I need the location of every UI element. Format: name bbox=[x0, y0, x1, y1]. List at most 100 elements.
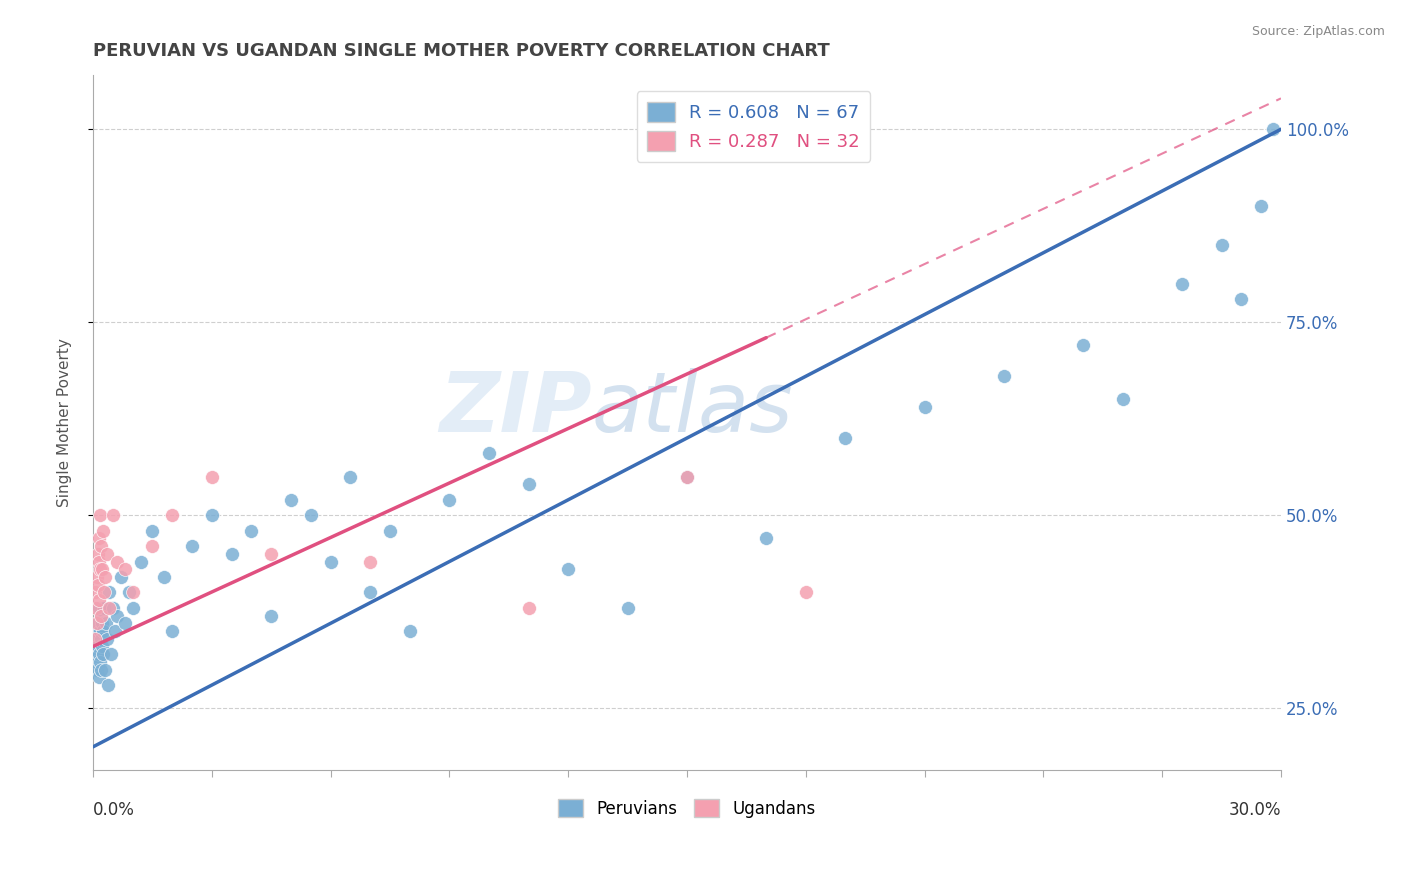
Point bbox=[557, 562, 579, 576]
Point bbox=[517, 477, 540, 491]
Point bbox=[87, 616, 110, 631]
Point bbox=[97, 600, 120, 615]
Point bbox=[240, 524, 263, 538]
Point bbox=[339, 469, 361, 483]
Point bbox=[93, 585, 115, 599]
Text: 30.0%: 30.0% bbox=[1229, 800, 1281, 819]
Point bbox=[90, 640, 112, 654]
Point bbox=[141, 539, 163, 553]
Point bbox=[755, 532, 778, 546]
Point bbox=[100, 647, 122, 661]
Point bbox=[280, 492, 302, 507]
Point bbox=[89, 562, 111, 576]
Point bbox=[90, 663, 112, 677]
Point bbox=[89, 624, 111, 638]
Point bbox=[87, 640, 110, 654]
Point bbox=[359, 585, 381, 599]
Point bbox=[84, 647, 107, 661]
Point bbox=[118, 585, 141, 599]
Point bbox=[89, 508, 111, 523]
Text: ZIP: ZIP bbox=[439, 368, 592, 450]
Point bbox=[299, 508, 322, 523]
Point bbox=[319, 555, 342, 569]
Point bbox=[91, 624, 114, 638]
Point bbox=[160, 624, 183, 638]
Point bbox=[616, 600, 638, 615]
Point bbox=[89, 655, 111, 669]
Point bbox=[86, 616, 108, 631]
Point bbox=[90, 608, 112, 623]
Point bbox=[201, 469, 224, 483]
Point bbox=[97, 678, 120, 692]
Point bbox=[91, 616, 114, 631]
Point bbox=[93, 600, 115, 615]
Point bbox=[96, 632, 118, 646]
Point bbox=[260, 608, 283, 623]
Point bbox=[84, 585, 107, 599]
Point bbox=[114, 562, 136, 576]
Point bbox=[91, 524, 114, 538]
Point bbox=[101, 508, 124, 523]
Point bbox=[97, 585, 120, 599]
Point bbox=[914, 400, 936, 414]
Text: Source: ZipAtlas.com: Source: ZipAtlas.com bbox=[1251, 25, 1385, 38]
Point bbox=[478, 446, 501, 460]
Point bbox=[89, 532, 111, 546]
Point bbox=[1071, 338, 1094, 352]
Point bbox=[676, 469, 699, 483]
Point bbox=[87, 547, 110, 561]
Point bbox=[87, 670, 110, 684]
Point bbox=[221, 547, 243, 561]
Point bbox=[84, 640, 107, 654]
Point bbox=[90, 632, 112, 646]
Point bbox=[114, 616, 136, 631]
Point bbox=[121, 600, 143, 615]
Point bbox=[101, 600, 124, 615]
Point bbox=[359, 555, 381, 569]
Point bbox=[517, 600, 540, 615]
Point bbox=[398, 624, 420, 638]
Point bbox=[104, 624, 127, 638]
Point bbox=[676, 469, 699, 483]
Point bbox=[96, 547, 118, 561]
Point bbox=[86, 570, 108, 584]
Point bbox=[1211, 238, 1233, 252]
Point bbox=[84, 600, 107, 615]
Point bbox=[181, 539, 204, 553]
Point bbox=[87, 593, 110, 607]
Point bbox=[83, 632, 105, 646]
Point bbox=[90, 539, 112, 553]
Point bbox=[86, 624, 108, 638]
Point bbox=[94, 663, 117, 677]
Point bbox=[1171, 277, 1194, 291]
Legend: Peruvians, Ugandans: Peruvians, Ugandans bbox=[551, 792, 823, 824]
Point bbox=[1111, 392, 1133, 407]
Point bbox=[110, 570, 132, 584]
Point bbox=[153, 570, 176, 584]
Text: PERUVIAN VS UGANDAN SINGLE MOTHER POVERTY CORRELATION CHART: PERUVIAN VS UGANDAN SINGLE MOTHER POVERT… bbox=[93, 42, 830, 60]
Point bbox=[84, 655, 107, 669]
Point bbox=[87, 555, 110, 569]
Point bbox=[1230, 292, 1253, 306]
Point bbox=[86, 663, 108, 677]
Point bbox=[1250, 199, 1272, 213]
Text: 0.0%: 0.0% bbox=[93, 800, 135, 819]
Y-axis label: Single Mother Poverty: Single Mother Poverty bbox=[58, 338, 72, 507]
Point bbox=[201, 508, 224, 523]
Point bbox=[87, 578, 110, 592]
Point bbox=[993, 369, 1015, 384]
Point bbox=[90, 562, 112, 576]
Text: atlas: atlas bbox=[592, 368, 793, 450]
Point bbox=[94, 616, 117, 631]
Point bbox=[105, 555, 128, 569]
Point bbox=[439, 492, 461, 507]
Point bbox=[86, 632, 108, 646]
Point bbox=[89, 647, 111, 661]
Point bbox=[141, 524, 163, 538]
Point bbox=[105, 608, 128, 623]
Point bbox=[91, 647, 114, 661]
Point bbox=[87, 600, 110, 615]
Point bbox=[90, 608, 112, 623]
Point bbox=[1261, 122, 1284, 136]
Point bbox=[160, 508, 183, 523]
